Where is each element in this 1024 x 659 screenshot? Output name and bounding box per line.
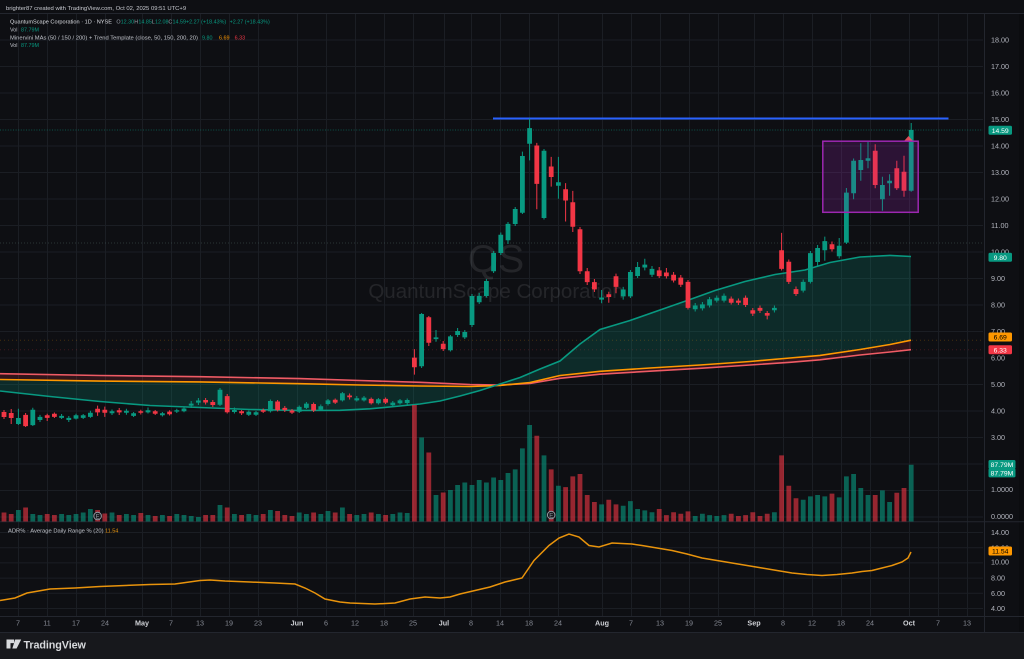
svg-text:7.00: 7.00: [991, 327, 1005, 336]
svg-text:1.0000: 1.0000: [991, 485, 1013, 494]
svg-text:6.33: 6.33: [994, 347, 1007, 354]
svg-text:25: 25: [409, 619, 417, 628]
svg-text:QuantumScape Corporation: QuantumScape Corporation: [368, 280, 623, 303]
svg-text:14.59: 14.59: [173, 20, 187, 26]
svg-text:12.00: 12.00: [991, 195, 1009, 204]
svg-text:E: E: [549, 513, 553, 519]
svg-text:9.80: 9.80: [994, 255, 1007, 262]
svg-text:18: 18: [525, 619, 533, 628]
svg-text:7: 7: [936, 619, 940, 628]
svg-text:24: 24: [101, 619, 109, 628]
svg-text:87.79M: 87.79M: [21, 43, 39, 49]
svg-text:L: L: [152, 20, 155, 26]
svg-text:17.00: 17.00: [991, 62, 1009, 71]
svg-text:6.00: 6.00: [991, 589, 1005, 598]
svg-text:15.00: 15.00: [991, 115, 1009, 124]
svg-text:4.00: 4.00: [991, 407, 1005, 416]
svg-text:87.79M: 87.79M: [991, 462, 1014, 469]
svg-text:19: 19: [225, 619, 233, 628]
svg-text:brighter87 created with Tradin: brighter87 created with TradingView.com,…: [6, 6, 186, 12]
svg-text:12.30: 12.30: [121, 20, 135, 26]
svg-text:13: 13: [656, 619, 664, 628]
svg-text:+2.27 (+18.43%): +2.27 (+18.43%): [230, 20, 270, 26]
svg-text:8.00: 8.00: [991, 301, 1005, 310]
svg-text:9.00: 9.00: [991, 274, 1005, 283]
svg-text:25: 25: [714, 619, 722, 628]
svg-text:14.00: 14.00: [991, 528, 1009, 537]
svg-text:18.00: 18.00: [991, 36, 1009, 45]
svg-text:Vol: Vol: [10, 43, 18, 49]
svg-text:16.00: 16.00: [991, 89, 1009, 98]
svg-text:3.00: 3.00: [991, 433, 1005, 442]
svg-text:8.00: 8.00: [991, 574, 1005, 583]
svg-text:Oct: Oct: [903, 619, 916, 628]
svg-text:12: 12: [808, 619, 816, 628]
svg-text:ADR% · Average Daily Range % (: ADR% · Average Daily Range % (20): [8, 529, 104, 535]
svg-text:13.00: 13.00: [991, 168, 1009, 177]
svg-text:13: 13: [963, 619, 971, 628]
svg-text:10.00: 10.00: [991, 558, 1009, 567]
svg-text:18: 18: [837, 619, 845, 628]
svg-text:11.00: 11.00: [991, 221, 1008, 230]
svg-text:9.80: 9.80: [202, 35, 213, 41]
svg-text:14.59: 14.59: [992, 128, 1009, 135]
svg-text:E: E: [96, 514, 100, 520]
svg-text:19: 19: [685, 619, 693, 628]
svg-text:11.54: 11.54: [105, 529, 118, 535]
svg-text:14.85: 14.85: [138, 20, 152, 26]
svg-text:17: 17: [72, 619, 80, 628]
svg-text:7: 7: [16, 619, 20, 628]
svg-text:87.79M: 87.79M: [21, 28, 39, 34]
svg-text:24: 24: [866, 619, 874, 628]
svg-text:+2.27 (+18.43%): +2.27 (+18.43%): [186, 20, 226, 26]
svg-text:11.54: 11.54: [992, 549, 1009, 556]
svg-text:Minervini MAs (50 / 150 / 200): Minervini MAs (50 / 150 / 200) + Trend T…: [10, 35, 198, 41]
svg-text:11: 11: [43, 619, 50, 628]
svg-text:C: C: [168, 20, 172, 26]
svg-text:6.00: 6.00: [991, 354, 1005, 363]
svg-text:23: 23: [254, 619, 262, 628]
svg-text:18: 18: [380, 619, 388, 628]
svg-text:Aug: Aug: [595, 619, 609, 628]
svg-text:12.08: 12.08: [155, 20, 169, 26]
svg-text:8: 8: [469, 619, 473, 628]
svg-text:TradingView: TradingView: [24, 639, 87, 651]
svg-text:0.0000: 0.0000: [991, 512, 1013, 521]
svg-text:14: 14: [496, 619, 504, 628]
svg-text:7: 7: [169, 619, 173, 628]
svg-text:5.00: 5.00: [991, 380, 1005, 389]
svg-text:14.00: 14.00: [991, 142, 1009, 151]
svg-text:7: 7: [629, 619, 633, 628]
svg-text:Sep: Sep: [747, 619, 761, 628]
svg-text:4.00: 4.00: [991, 604, 1005, 613]
svg-text:Jul: Jul: [439, 619, 449, 628]
svg-text:24: 24: [554, 619, 562, 628]
svg-text:O: O: [116, 20, 120, 26]
svg-text:8: 8: [781, 619, 785, 628]
svg-text:87.79M: 87.79M: [991, 471, 1014, 478]
svg-text:13: 13: [196, 619, 204, 628]
svg-text:Vol: Vol: [10, 28, 18, 34]
svg-text:12: 12: [351, 619, 359, 628]
svg-text:Jun: Jun: [291, 619, 304, 628]
svg-text:QuantumScape Corporation · 1D: QuantumScape Corporation · 1D · NYSE: [10, 20, 112, 26]
svg-text:May: May: [135, 619, 149, 628]
svg-text:6.69: 6.69: [994, 335, 1007, 342]
svg-text:6.33: 6.33: [235, 35, 246, 41]
svg-text:10.00: 10.00: [991, 248, 1009, 257]
svg-text:6.69: 6.69: [219, 35, 230, 41]
svg-text:H: H: [134, 20, 138, 26]
svg-text:6: 6: [324, 619, 328, 628]
